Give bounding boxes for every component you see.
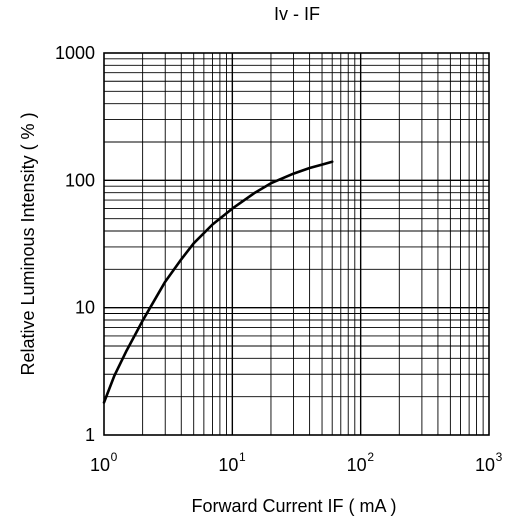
x-tick-labels: 10 0 10 1 10 2 10 3 [90, 450, 503, 475]
y-tick-label: 10 [75, 298, 95, 318]
x-tick-exponent: 1 [239, 450, 246, 464]
x-tick-label: 10 [218, 455, 238, 475]
x-tick-label: 10 [347, 455, 367, 475]
x-tick-label: 10 [475, 455, 495, 475]
plot-frame [103, 52, 490, 436]
chart-title: Iv - IF [274, 4, 320, 24]
x-tick-exponent: 3 [496, 450, 503, 464]
series-line-0 [102, 160, 334, 404]
series-layer [102, 160, 334, 404]
y-tick-label: 1 [85, 425, 95, 445]
y-tick-labels: 1 10 100 1000 [55, 43, 95, 445]
y-tick-label: 1000 [55, 43, 95, 63]
y-axis-label: Relative Luminous Intensity ( % ) [18, 112, 38, 375]
x-tick-exponent: 0 [111, 450, 118, 464]
x-axis-label: Forward Current IF ( mA ) [191, 496, 396, 516]
y-tick-label: 100 [65, 170, 95, 190]
x-tick-label: 10 [90, 455, 110, 475]
x-tick-exponent: 2 [367, 450, 374, 464]
grid-lines [104, 53, 489, 435]
